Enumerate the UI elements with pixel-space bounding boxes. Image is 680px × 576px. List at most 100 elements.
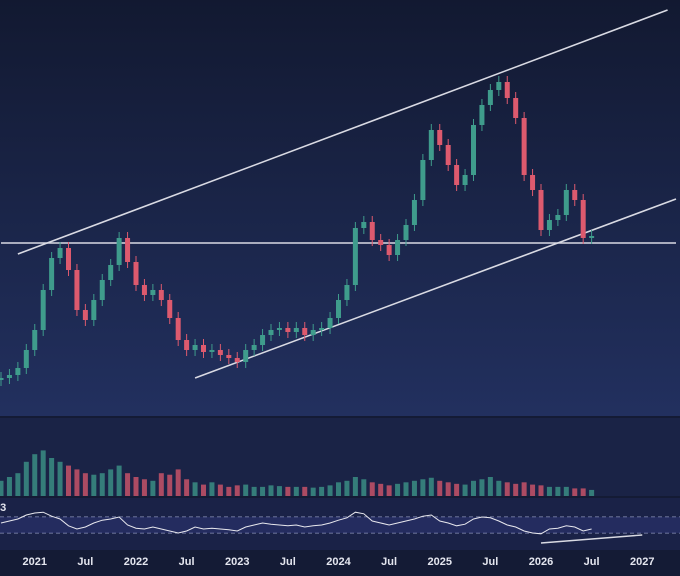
volume-bar: [319, 486, 325, 496]
candle-body: [0, 378, 4, 380]
volume-bar: [0, 480, 4, 496]
volume-bar: [530, 484, 536, 496]
candle-body: [319, 328, 325, 330]
candle-body: [91, 300, 97, 320]
rsi-band: [0, 517, 680, 533]
volume-bar: [32, 454, 38, 496]
volume-bar: [116, 465, 122, 496]
candle-body: [555, 215, 561, 220]
candle-body: [251, 345, 257, 350]
candle-body: [184, 340, 190, 350]
volume-bar: [504, 482, 510, 496]
volume-bar: [15, 473, 21, 496]
candle-body: [344, 285, 350, 300]
candle-body: [133, 262, 139, 285]
volume-bar: [445, 482, 451, 496]
candle-body: [158, 290, 164, 300]
volume-bar: [521, 482, 527, 496]
volume-bar: [496, 480, 502, 496]
candle-body: [192, 345, 198, 350]
volume-bar: [268, 485, 274, 496]
volume-bar: [487, 477, 493, 496]
volume-bar: [66, 465, 71, 496]
volume-bar: [437, 480, 443, 496]
candle-body: [386, 245, 392, 255]
candle-body: [580, 200, 586, 238]
candle-body: [563, 190, 569, 215]
candle-body: [546, 220, 552, 230]
candle-body: [6, 375, 12, 378]
candle-body: [530, 175, 536, 190]
candle-body: [150, 290, 156, 295]
volume-bar: [386, 485, 392, 496]
volume-bar: [369, 482, 375, 496]
candle-body: [302, 328, 308, 335]
volume-bar: [23, 461, 29, 496]
x-tick-label: 2022: [124, 556, 148, 568]
volume-bar: [175, 469, 181, 496]
volume-bar: [125, 473, 131, 496]
candle-body: [428, 130, 434, 160]
volume-bar: [403, 482, 409, 496]
volume-bar: [352, 477, 358, 496]
volume-bar: [82, 473, 88, 496]
volume-bar: [150, 480, 156, 496]
volume-bar: [336, 482, 341, 496]
volume-bar: [184, 479, 190, 496]
volume-bar: [57, 461, 63, 496]
candle-body: [141, 285, 147, 295]
candle-body: [327, 318, 333, 328]
candle-body: [74, 270, 80, 310]
candle-body: [445, 145, 451, 165]
candle-body: [167, 300, 173, 318]
volume-bar: [285, 486, 291, 496]
candle-body: [217, 350, 223, 355]
candle-body: [352, 228, 358, 285]
candle-body: [209, 350, 215, 352]
volume-bar: [589, 489, 595, 496]
x-tick-label: Jul: [482, 556, 498, 568]
candle-body: [175, 318, 181, 340]
candle-body: [15, 368, 21, 375]
x-tick-label: Jul: [280, 556, 296, 568]
volume-bar: [260, 486, 266, 496]
x-tick-label: 2026: [529, 556, 553, 568]
time-axis: [0, 550, 680, 571]
candle-body: [487, 90, 493, 105]
volume-bar: [217, 484, 223, 496]
x-tick-label: 2023: [225, 556, 249, 568]
volume-bar: [158, 473, 164, 496]
volume-bar: [293, 486, 299, 496]
candle-body: [310, 330, 316, 335]
volume-bar: [310, 487, 316, 496]
candle-body: [369, 222, 375, 240]
candle-body: [395, 240, 401, 255]
volume-bar: [226, 486, 232, 496]
candle-body: [57, 248, 63, 258]
volume-bar: [479, 479, 485, 496]
candle-body: [268, 330, 274, 335]
volume-bar: [209, 482, 215, 496]
candle-body: [572, 190, 578, 200]
candle-body: [99, 280, 105, 300]
x-tick-label: Jul: [77, 556, 93, 568]
volume-bar: [395, 483, 401, 496]
candle-body: [513, 98, 519, 118]
volume-bar: [99, 473, 105, 496]
candle-body: [471, 125, 476, 175]
volume-bar: [243, 484, 249, 496]
volume-bar: [167, 474, 173, 496]
candle-body: [40, 290, 46, 330]
candle-body: [116, 238, 122, 265]
candle-body: [420, 160, 426, 200]
candle-body: [49, 258, 55, 290]
candle-body: [437, 130, 443, 145]
candle-body: [23, 350, 29, 368]
candle-body: [462, 175, 468, 185]
volume-bar: [462, 484, 468, 496]
volume-bar: [6, 477, 12, 496]
volume-bar: [580, 488, 586, 496]
candle-body: [243, 350, 249, 362]
volume-bar: [133, 477, 139, 496]
